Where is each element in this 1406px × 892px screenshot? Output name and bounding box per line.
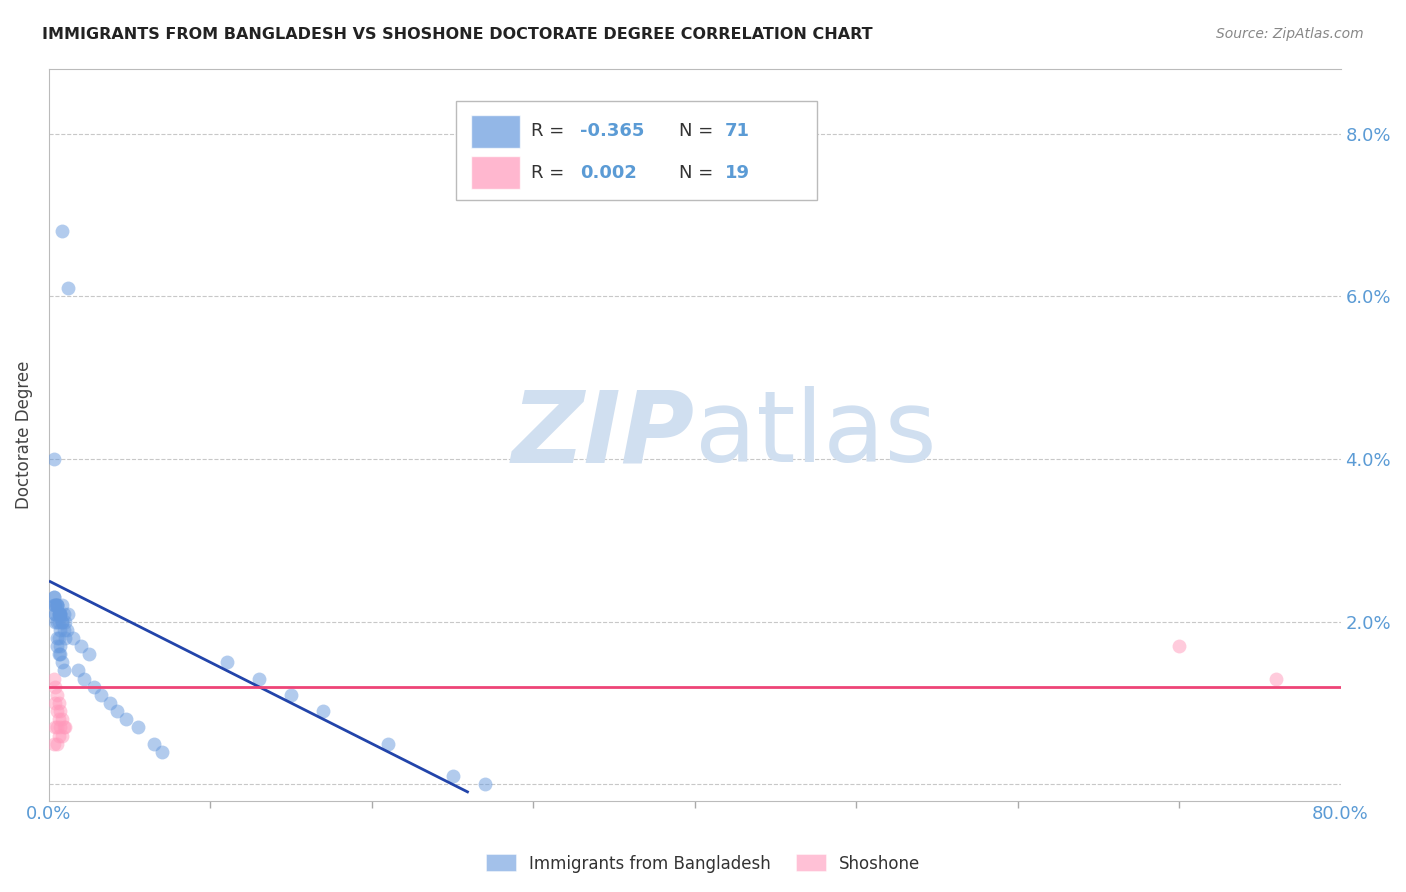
Point <box>150 745 173 759</box>
Point <box>1264 672 1286 686</box>
Point <box>42 452 65 467</box>
Point <box>51 224 73 238</box>
Point <box>48 615 70 629</box>
Point <box>73 672 96 686</box>
Point <box>48 712 70 726</box>
Point <box>44 680 66 694</box>
Point <box>48 607 70 621</box>
Point <box>58 607 80 621</box>
Point <box>58 281 80 295</box>
Point <box>46 599 69 613</box>
Point <box>42 737 65 751</box>
Point <box>44 615 66 629</box>
Point <box>441 769 464 783</box>
Point <box>49 607 72 621</box>
Point <box>49 607 72 621</box>
Point <box>49 607 72 621</box>
Point <box>53 720 76 734</box>
Text: Source: ZipAtlas.com: Source: ZipAtlas.com <box>1216 27 1364 41</box>
Text: N =: N = <box>679 164 720 182</box>
FancyBboxPatch shape <box>471 115 520 147</box>
Point <box>48 729 70 743</box>
Text: IMMIGRANTS FROM BANGLADESH VS SHOSHONE DOCTORATE DEGREE CORRELATION CHART: IMMIGRANTS FROM BANGLADESH VS SHOSHONE D… <box>42 27 873 42</box>
Point <box>48 607 70 621</box>
Point <box>49 720 72 734</box>
Text: -0.365: -0.365 <box>579 122 644 140</box>
Point <box>46 737 69 751</box>
Point <box>52 607 75 621</box>
FancyBboxPatch shape <box>471 155 520 188</box>
Point <box>83 680 105 694</box>
Text: 71: 71 <box>724 122 749 140</box>
Point <box>51 599 73 613</box>
Point <box>51 712 73 726</box>
Point <box>142 737 165 751</box>
Point <box>49 623 72 637</box>
Text: atlas: atlas <box>695 386 936 483</box>
Text: ZIP: ZIP <box>512 386 695 483</box>
Point <box>62 631 84 645</box>
Point <box>51 615 73 629</box>
Legend: Immigrants from Bangladesh, Shoshone: Immigrants from Bangladesh, Shoshone <box>479 847 927 880</box>
Point <box>53 631 76 645</box>
Point <box>49 647 72 661</box>
Point <box>1168 639 1191 653</box>
Point <box>377 737 399 751</box>
Point <box>48 607 70 621</box>
Text: R =: R = <box>530 164 569 182</box>
Text: R =: R = <box>530 122 569 140</box>
Point <box>70 639 93 653</box>
Point <box>53 615 76 629</box>
Text: N =: N = <box>679 122 720 140</box>
Point <box>42 599 65 613</box>
Point <box>48 631 70 645</box>
Point <box>280 688 302 702</box>
Point <box>46 720 69 734</box>
Point <box>215 656 238 670</box>
Point <box>115 712 138 726</box>
Text: 19: 19 <box>724 164 749 182</box>
Point <box>44 696 66 710</box>
Text: 0.002: 0.002 <box>579 164 637 182</box>
Point <box>98 696 121 710</box>
Point <box>46 599 69 613</box>
Point <box>55 623 77 637</box>
Point <box>312 704 335 718</box>
Point <box>46 704 69 718</box>
Point <box>44 599 66 613</box>
Point <box>52 664 75 678</box>
Point <box>127 720 149 734</box>
Point <box>247 672 270 686</box>
Point <box>46 615 69 629</box>
FancyBboxPatch shape <box>456 102 817 201</box>
Point <box>46 631 69 645</box>
Point <box>49 704 72 718</box>
Point <box>42 591 65 605</box>
Point <box>42 591 65 605</box>
Point <box>44 607 66 621</box>
Point <box>52 623 75 637</box>
Point <box>48 647 70 661</box>
Point <box>49 639 72 653</box>
Point <box>90 688 112 702</box>
Point <box>474 777 496 791</box>
Point <box>44 599 66 613</box>
Point <box>44 720 66 734</box>
Y-axis label: Doctorate Degree: Doctorate Degree <box>15 360 32 508</box>
Point <box>66 664 89 678</box>
Point <box>42 672 65 686</box>
Point <box>51 729 73 743</box>
Point <box>48 696 70 710</box>
Point <box>105 704 128 718</box>
Point <box>51 656 73 670</box>
Point <box>79 647 101 661</box>
Point <box>46 688 69 702</box>
Point <box>46 639 69 653</box>
Point <box>46 599 69 613</box>
Point <box>52 720 75 734</box>
Point <box>44 607 66 621</box>
Point <box>51 615 73 629</box>
